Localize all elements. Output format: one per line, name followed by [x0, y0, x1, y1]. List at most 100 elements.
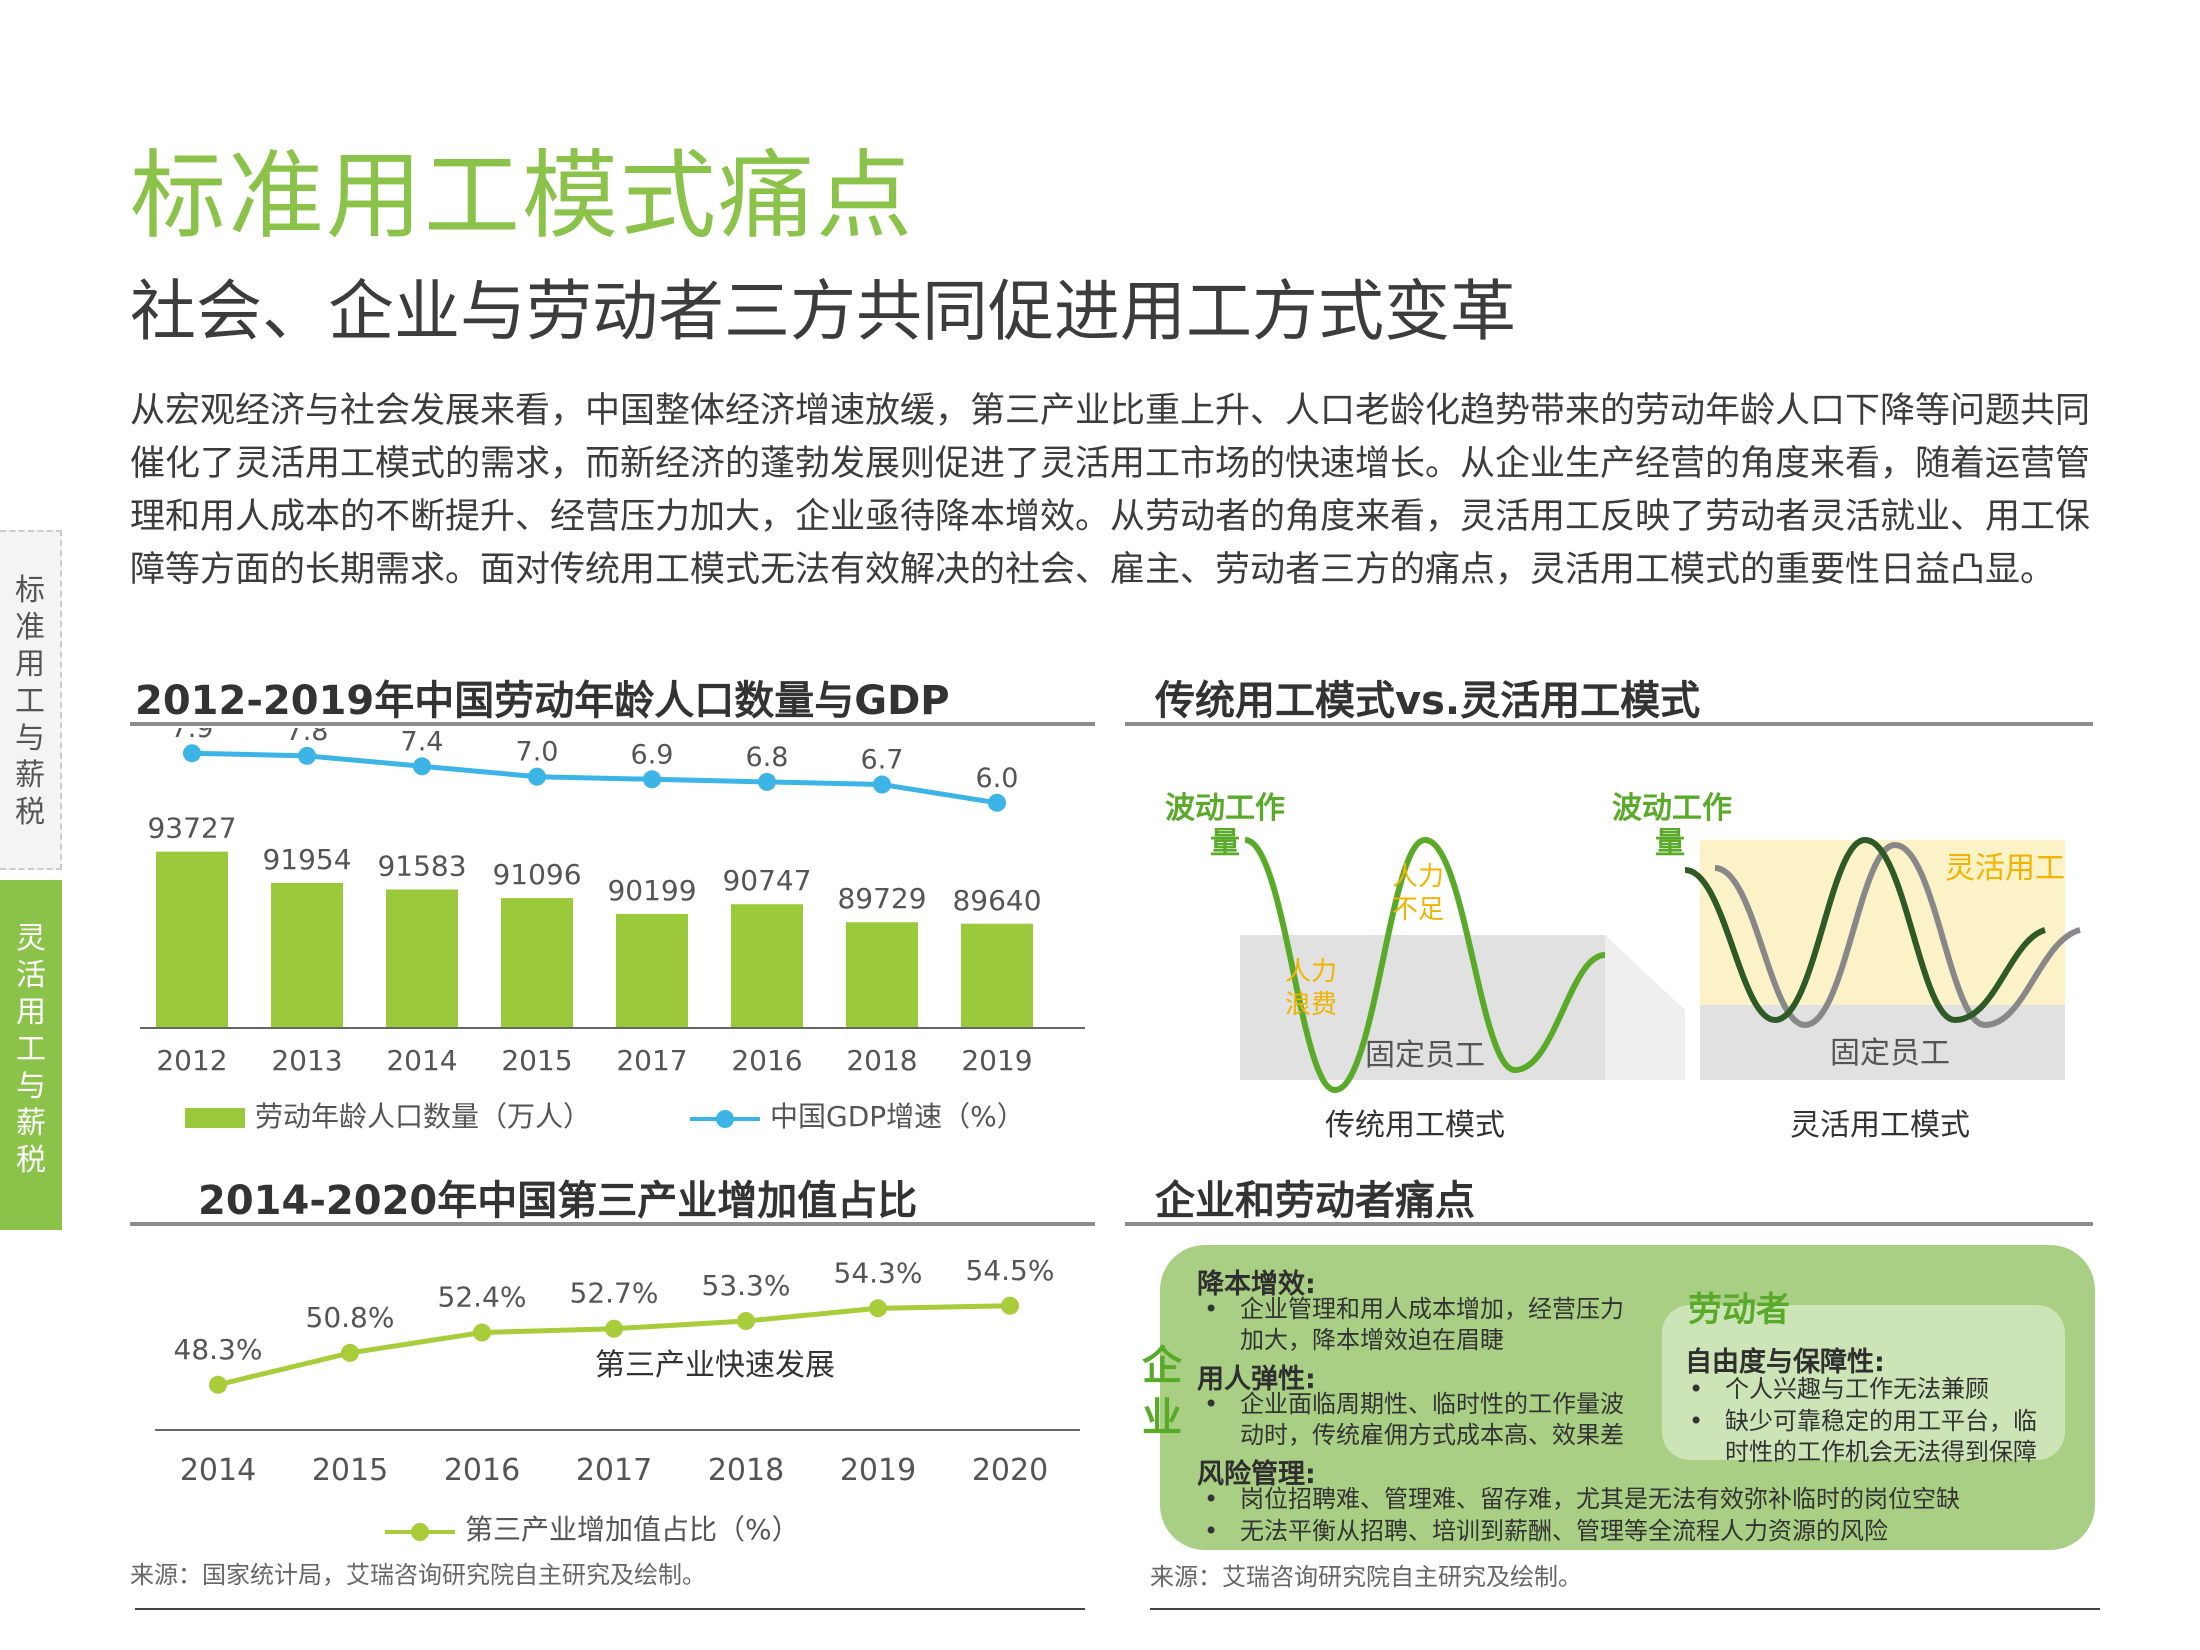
worker-item-2: • 缺少可靠稳定的用工平台，临时性的工作机会无法得到保障 — [1689, 1407, 2037, 1466]
x-tick2-2016: 2016 — [444, 1453, 520, 1488]
tertiary-label-2018: 53.3% — [702, 1269, 791, 1302]
worker-label: 劳动者 — [1688, 1290, 1790, 1330]
gdp-point-2018 — [873, 775, 891, 794]
sidebar-tab-flexible-label: 灵活用工与薪税 — [16, 921, 46, 1178]
x-tick-2017: 2017 — [616, 1044, 687, 1077]
left-shortage-1: 人力 — [1392, 862, 1444, 892]
x-tick2-2020: 2020 — [972, 1453, 1048, 1488]
left-shortage-2: 不足 — [1392, 895, 1444, 925]
left-fixed-label: 固定员工 — [1365, 1038, 1485, 1073]
chart1-plot: 93727 2012 91954 2013 91583 2014 91096 2015 9019… — [140, 728, 1085, 1077]
page-title: 标准用工模式痛点 — [130, 140, 914, 252]
chart2-title-rule — [130, 1222, 1095, 1226]
gdp-point-2017 — [643, 770, 661, 789]
legend-bar-label: 劳动年龄人口数量（万人） — [255, 1100, 592, 1133]
tertiary-point-2020 — [1001, 1296, 1019, 1315]
x-tick-2012: 2012 — [156, 1044, 227, 1077]
x-tick2-2014: 2014 — [180, 1453, 256, 1488]
left-waste-1: 人力 — [1285, 957, 1337, 987]
pain-title: 企业和劳动者痛点 — [1155, 1178, 1475, 1224]
legend-line2-swatch — [385, 1521, 455, 1541]
x-tick-2016: 2016 — [731, 1044, 802, 1077]
pain-item-risk-2: • 无法平衡从招聘、培训到薪酬、管理等全流程人力资源的风险 — [1204, 1517, 1888, 1545]
bar-label-2015: 91096 — [492, 858, 581, 891]
left-caption: 传统用工模式 — [1325, 1108, 1505, 1143]
right-flex-label: 灵活用工 — [1945, 851, 2065, 886]
gdp-line — [191, 750, 998, 806]
x-tick-2018: 2018 — [846, 1044, 917, 1077]
x-tick-2014: 2014 — [386, 1044, 457, 1077]
chart2-plot: 48.3% 2014 50.8% 2015 52.4% 2016 52.7% 2017 53.3… — [155, 1254, 1080, 1488]
sidebar-tab-standard[interactable]: 标准用工与薪税 — [0, 530, 62, 870]
source-right: 来源：艾瑞咨询研究院自主研究及绘制。 — [1150, 1563, 1582, 1591]
chart2-title: 2014-2020年中国第三产业增加值占比 — [198, 1178, 918, 1224]
sidebar-tab-standard-label: 标准用工与薪税 — [15, 573, 45, 830]
tertiary-label-2016: 52.4% — [438, 1281, 527, 1314]
gdp-label-2015: 7.0 — [516, 737, 559, 768]
left-wave — [1244, 836, 1606, 1094]
tertiary-point-2014 — [209, 1375, 227, 1394]
pain-heading-elastic: 用人弹性: — [1197, 1364, 1316, 1395]
gdp-point-2012 — [183, 744, 201, 763]
page-subtitle: 社会、企业与劳动者三方共同促进用工方式变革 — [130, 273, 1516, 350]
bar-label-2014: 91583 — [377, 849, 466, 882]
sidebar-tab-flexible[interactable]: 灵活用工与薪税 — [0, 880, 62, 1230]
chart1-title: 2012-2019年中国劳动年龄人口数量与GDP — [135, 678, 950, 724]
legend-line2-label: 第三产业增加值占比（%） — [465, 1513, 800, 1546]
tertiary-point-2019 — [869, 1299, 887, 1318]
source-left: 来源：国家统计局，艾瑞咨询研究院自主研究及绘制。 — [130, 1561, 706, 1589]
gdp-label-2019: 6.0 — [976, 763, 1019, 794]
bottom-rule-left — [135, 1608, 1085, 1610]
compare-title: 传统用工模式vs.灵活用工模式 — [1155, 678, 1701, 724]
x-tick-2015: 2015 — [501, 1044, 572, 1077]
x-tick2-2018: 2018 — [708, 1453, 784, 1488]
pain-item-cost: • 企业管理和用人成本增加，经营压力加大，降本增效迫在眉睫 — [1204, 1295, 1624, 1354]
pain-heading-risk: 风险管理: — [1197, 1459, 1316, 1490]
tertiary-point-2017 — [605, 1319, 623, 1338]
gdp-label-2018: 6.7 — [861, 745, 904, 776]
gdp-point-2014 — [413, 757, 431, 776]
bar-2016 — [731, 904, 803, 1028]
left-wave-label-2: 量 — [1210, 826, 1240, 861]
chart2-legend: 第三产业增加值占比（%） — [385, 1508, 800, 1548]
gdp-point-2019 — [988, 793, 1006, 812]
pain-title-rule — [1125, 1222, 2093, 1226]
gdp-point-2016 — [758, 772, 776, 791]
bar-label-2019: 89640 — [952, 884, 1041, 917]
worker-heading: 自由度与保障性: — [1685, 1347, 1885, 1378]
bottom-rule-right — [1150, 1608, 2100, 1610]
tertiary-point-2015 — [341, 1343, 359, 1362]
tertiary-label-2014: 48.3% — [174, 1333, 263, 1366]
pain-worker-box — [1662, 1305, 2065, 1460]
tertiary-label-2020: 54.5% — [966, 1254, 1055, 1287]
gdp-point-2015 — [528, 767, 546, 786]
pain-item-elastic: • 企业面临周期性、临时性的工作量波动时，传统雇佣方式成本高、效果差 — [1204, 1390, 1624, 1449]
chart1-legend-line: 中国GDP增速（%） — [690, 1095, 1025, 1135]
x-tick-2019: 2019 — [961, 1044, 1032, 1077]
gdp-label-2016: 6.8 — [746, 742, 789, 773]
bar-2019 — [961, 923, 1033, 1028]
right-fixed-label: 固定员工 — [1830, 1036, 1950, 1071]
left-connector-shadow — [1605, 935, 1685, 1080]
tertiary-label-2017: 52.7% — [570, 1277, 659, 1310]
x-tick2-2019: 2019 — [840, 1453, 916, 1488]
bar-label-2017: 90199 — [607, 874, 696, 907]
gdp-label-2013: 7.8 — [286, 728, 329, 747]
bar-label-2018: 89729 — [837, 882, 926, 915]
bar-2015 — [501, 898, 573, 1028]
tertiary-label-2019: 54.3% — [834, 1256, 923, 1289]
tertiary-point-2018 — [737, 1312, 755, 1331]
x-tick-2013: 2013 — [271, 1044, 342, 1077]
left-wave-label-1: 波动工作 — [1165, 791, 1285, 826]
bar-label-2016: 90747 — [722, 864, 811, 897]
gdp-label-2012: 7.9 — [171, 728, 214, 744]
bar-2014 — [386, 889, 458, 1028]
legend-line-swatch — [690, 1108, 760, 1128]
legend-bar-swatch — [185, 1108, 245, 1128]
tertiary-annotation: 第三产业快速发展 — [595, 1348, 835, 1383]
right-wave-dark — [1684, 836, 2047, 1024]
right-wave-gray — [1714, 841, 2082, 1029]
bar-2018 — [846, 922, 918, 1028]
chart1-title-rule — [130, 722, 1095, 726]
enterprise-label: 企业 — [1142, 1343, 1182, 1441]
